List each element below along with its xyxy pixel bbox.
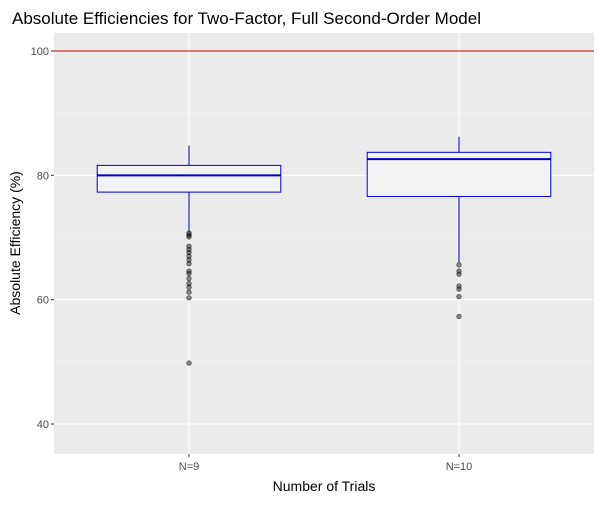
- outlier-point: [186, 295, 192, 301]
- x-tick-label: N=10: [446, 461, 473, 473]
- outlier-point: [186, 270, 192, 277]
- outlier-point: [456, 262, 462, 268]
- plot-panel: [54, 33, 594, 454]
- y-tick-label: 100: [31, 46, 49, 58]
- outlier-point: [186, 257, 192, 263]
- box-group: [366, 136, 552, 320]
- y-tick-label: 40: [37, 419, 49, 431]
- y-tick-label: 60: [37, 295, 49, 307]
- outlier-point: [186, 360, 192, 366]
- outlier-point: [186, 284, 192, 290]
- outlier-point: [186, 253, 192, 259]
- outlier-point: [456, 271, 462, 277]
- outlier-point: [186, 234, 192, 240]
- x-axis-title: Number of Trials: [273, 478, 376, 494]
- outlier-point: [186, 249, 192, 256]
- axes: 40 60 80 100 N=9 N=10: [31, 46, 473, 473]
- y-axis-title: Absolute Efficiency (%): [7, 171, 23, 315]
- outlier-point: [186, 230, 192, 236]
- boxes: [96, 136, 552, 366]
- outlier-point: [186, 232, 192, 238]
- outlier-point: [456, 313, 462, 320]
- outlier-point: [456, 286, 462, 292]
- outlier-point: [456, 293, 462, 300]
- outlier-point: [186, 261, 192, 267]
- box-group: [96, 145, 282, 366]
- outlier-point: [186, 289, 192, 295]
- x-tick-label: N=9: [179, 461, 200, 473]
- outlier-point: [186, 280, 192, 287]
- y-tick-label: 80: [37, 170, 49, 182]
- box-iqr: [96, 164, 282, 193]
- chart-title: Absolute Efficiencies for Two-Factor, Fu…: [12, 9, 481, 28]
- outlier-point: [186, 275, 192, 282]
